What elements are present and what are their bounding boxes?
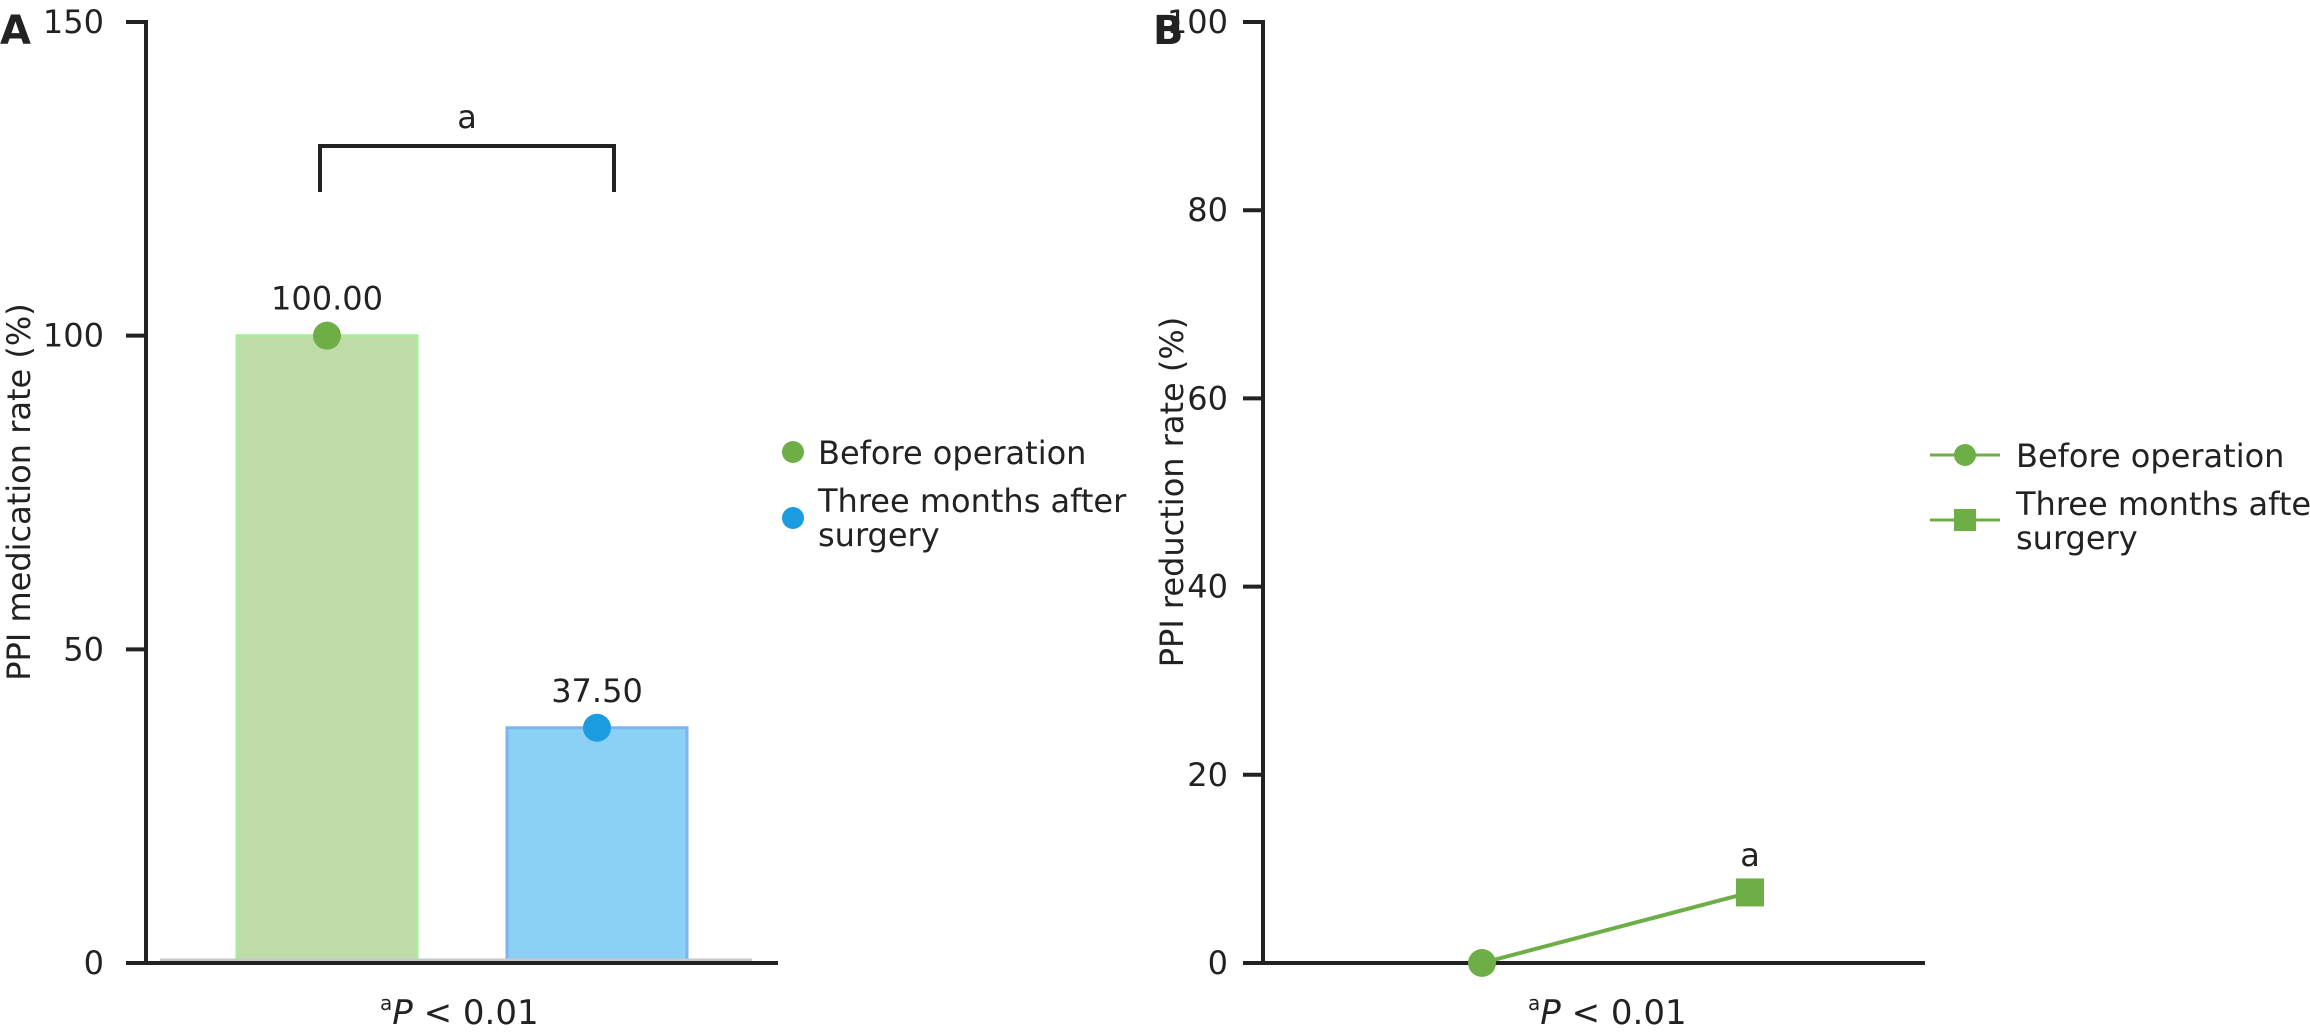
y-tick-label: 20 [1187, 756, 1228, 794]
bracket-label: a [457, 98, 477, 136]
panel-a-legend: Before operation Three months after surge… [782, 434, 1127, 554]
footnote-p: P [1540, 993, 1561, 1033]
data-label: 37.50 [551, 672, 643, 710]
y-tick-label: 50 [63, 630, 104, 668]
bar-point [313, 321, 341, 350]
panel-a-significance-bracket: a [318, 98, 616, 192]
y-tick-label: 40 [1187, 568, 1228, 606]
bar [235, 334, 419, 962]
panel-b-series [1468, 878, 1764, 977]
panel-b-point-annotation: a [1740, 836, 1760, 874]
y-tick-label: 100 [1167, 3, 1228, 41]
footnote-p: P [392, 993, 413, 1033]
panel-a: A 0 50 100 150 PPI medication rate (%) 100.… [0, 3, 1127, 1033]
y-tick-label: 80 [1187, 191, 1228, 229]
panel-a-y-ticks: 0 50 100 150 [43, 3, 146, 982]
footnote-rest: < 0.01 [413, 993, 539, 1033]
legend-a-label-before: Before operation [818, 434, 1086, 472]
panel-b-legend: Before operation Three months after surge… [1930, 437, 2310, 557]
series-line [1481, 890, 1751, 965]
footnote-sup: a [1528, 991, 1540, 1015]
legend-a-marker-after [782, 507, 804, 529]
panel-a-footnote: aP < 0.01 [380, 991, 539, 1033]
bar [505, 726, 689, 962]
data-label: 100.00 [271, 280, 383, 318]
bracket-line [318, 144, 616, 192]
data-point [1468, 949, 1496, 977]
legend-a-marker-before [782, 441, 804, 463]
data-point [1736, 878, 1764, 907]
legend-b-label-before: Before operation [2016, 437, 2284, 475]
panel-b-y-axis-label: PPI reduction rate (%) [1153, 317, 1191, 668]
legend-b-marker-before [1954, 444, 1976, 466]
y-tick-label: 0 [1208, 944, 1228, 982]
bar-point [583, 713, 611, 742]
y-tick-label: 100 [43, 317, 104, 355]
y-tick-label: 0 [84, 944, 104, 982]
footnote-rest: < 0.01 [1561, 993, 1687, 1033]
legend-b-label-after: Three months after surgery [2015, 485, 2310, 557]
footnote-sup: a [380, 991, 392, 1015]
panel-b-letter: B [1153, 8, 1184, 54]
legend-b-marker-after [1954, 509, 1976, 531]
panel-a-bars: 100.00 37.50 [235, 280, 689, 962]
y-tick-label: 150 [43, 3, 104, 41]
y-tick-label: 60 [1187, 379, 1228, 417]
panel-b-y-ticks: 0 20 40 60 80 100 [1167, 3, 1263, 982]
panel-a-letter: A [0, 8, 31, 54]
legend-a-label-after: Three months after surgery [817, 482, 1127, 554]
panel-a-y-axis-label: PPI medication rate (%) [0, 303, 38, 680]
panel-b-footnote: aP < 0.01 [1528, 991, 1687, 1033]
